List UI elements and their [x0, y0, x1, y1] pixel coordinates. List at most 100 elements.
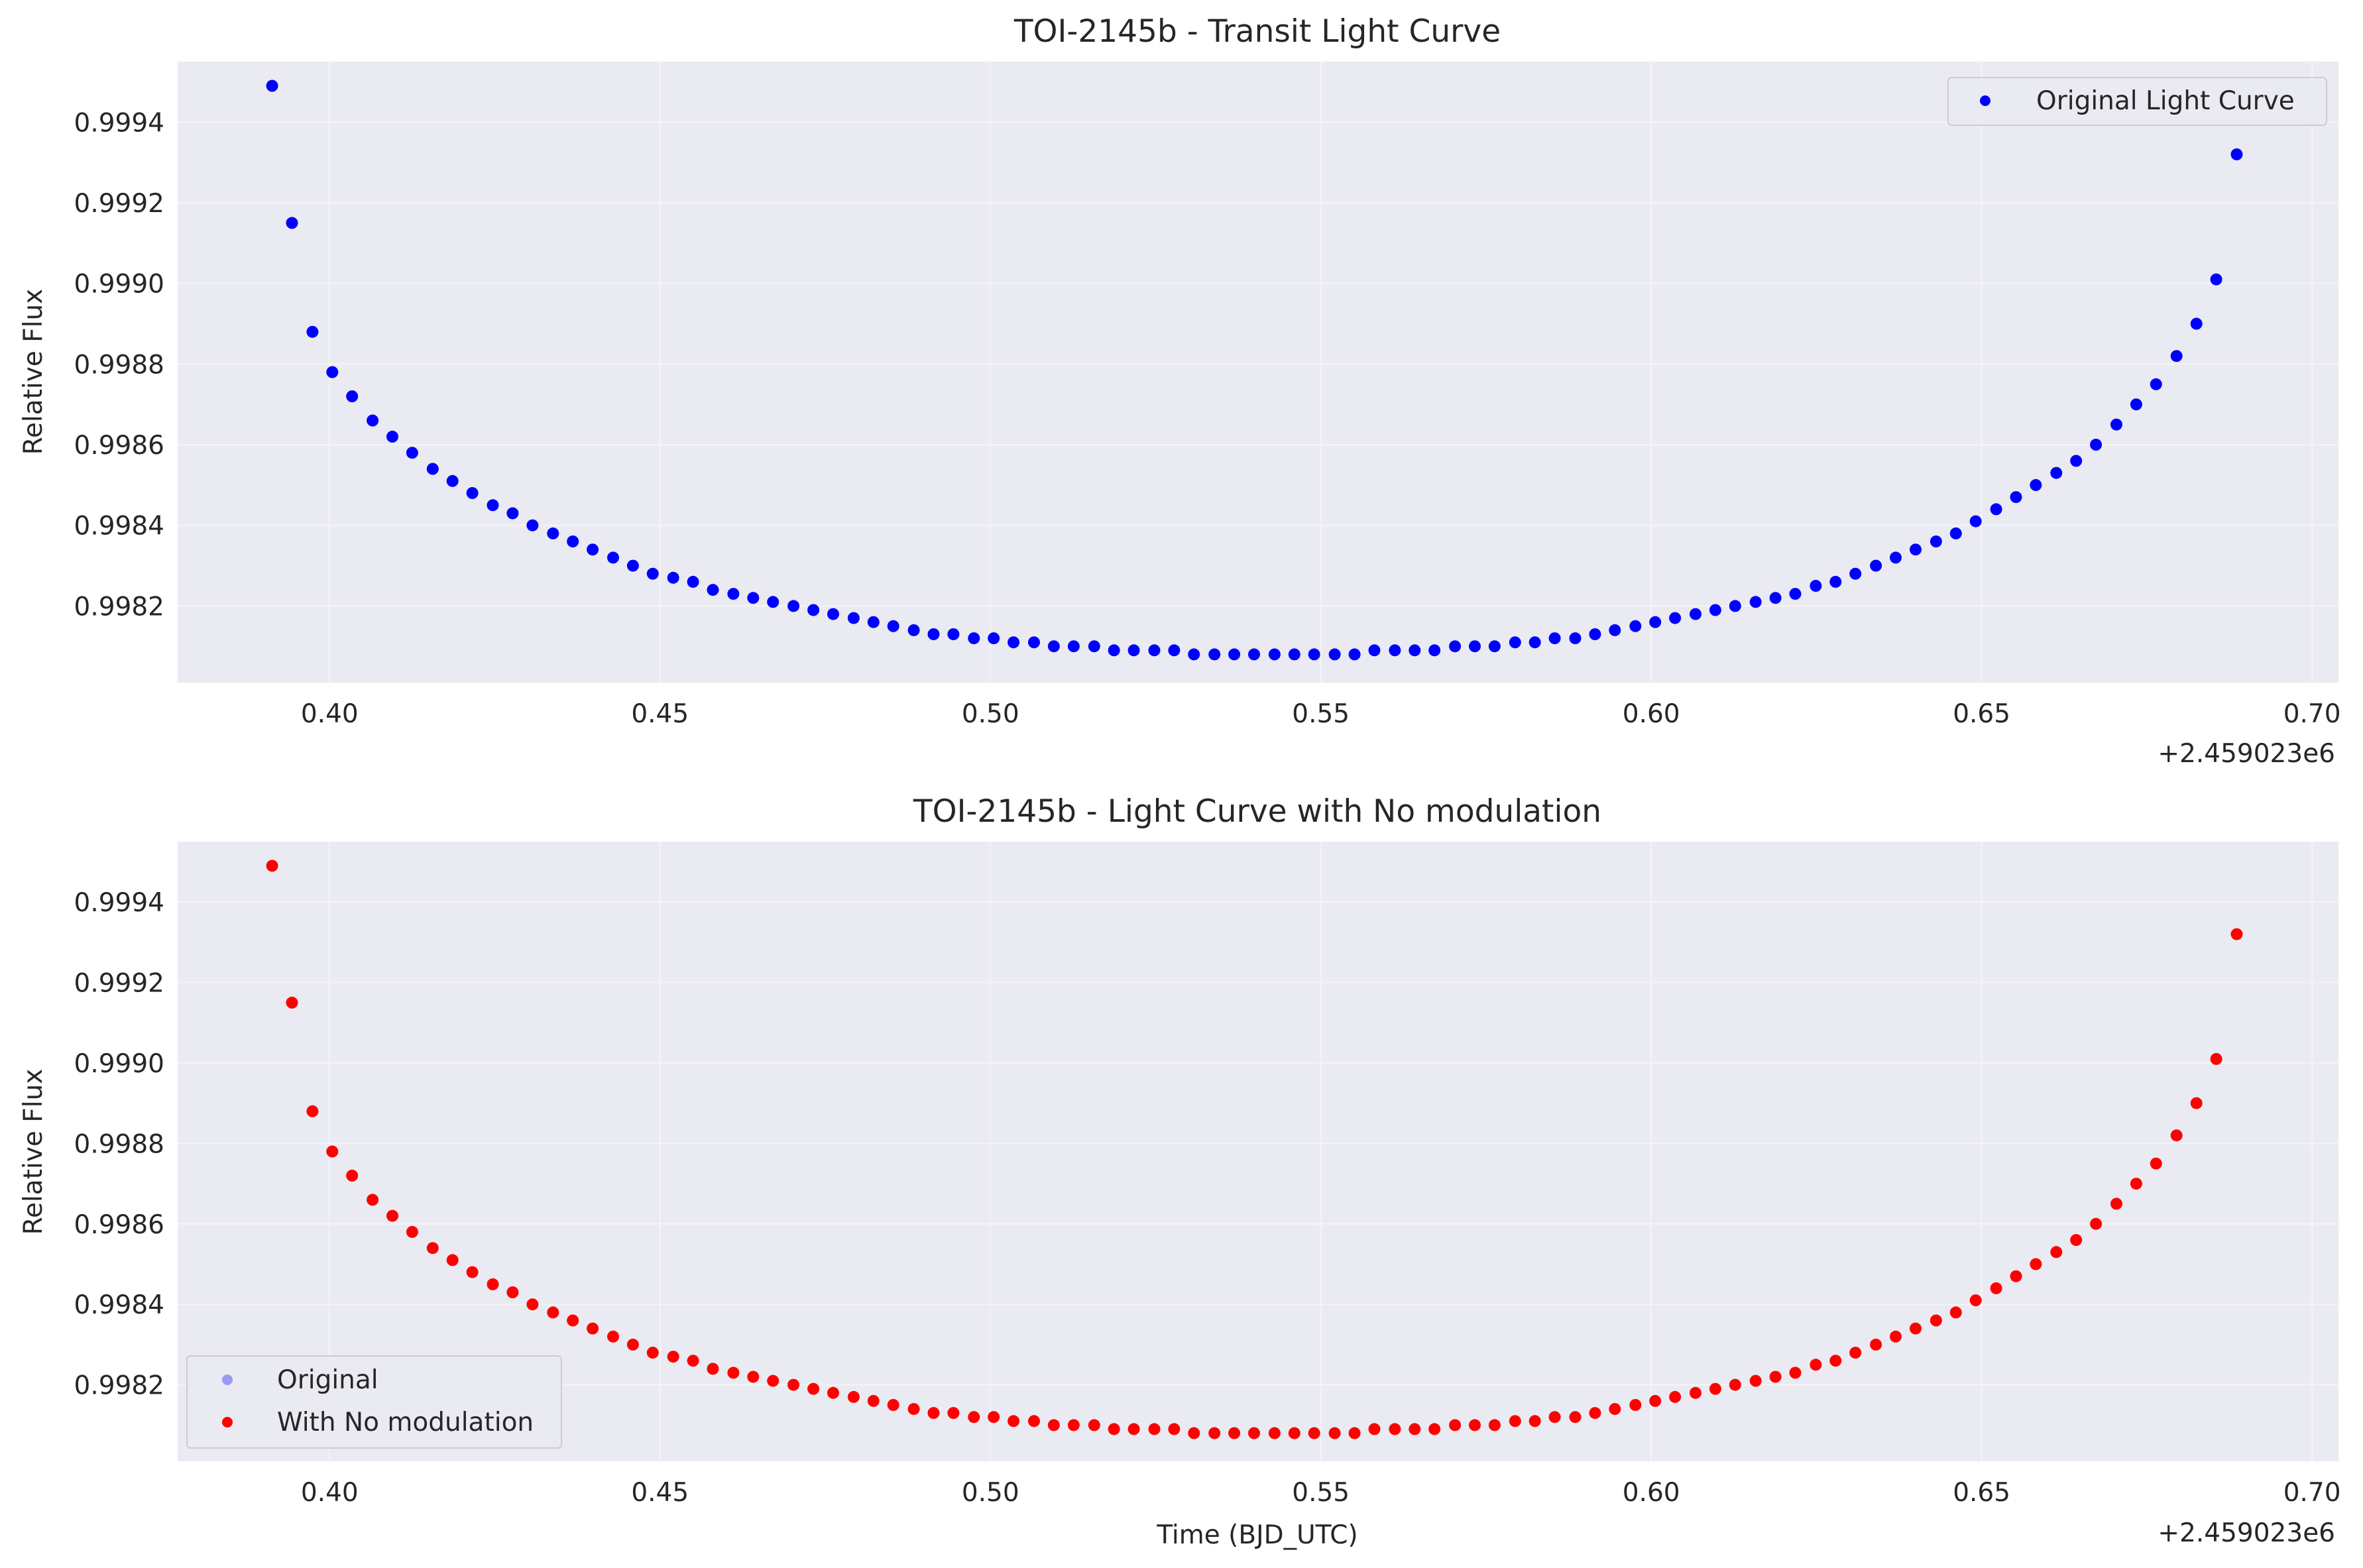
y-axis-label: Relative Flux	[19, 289, 48, 455]
data-point	[1709, 1382, 1721, 1395]
data-point	[1609, 624, 1621, 636]
data-point	[807, 1382, 820, 1395]
data-point	[506, 507, 519, 520]
data-point	[626, 559, 639, 572]
data-point	[767, 1374, 779, 1387]
data-point	[947, 1407, 960, 1420]
data-point	[1409, 1423, 1421, 1435]
data-point	[1088, 1419, 1100, 1431]
data-point	[1910, 543, 1922, 556]
data-point	[567, 535, 579, 547]
data-point	[807, 604, 820, 616]
data-point	[1288, 648, 1300, 661]
data-point	[1870, 559, 1882, 572]
data-point	[1328, 648, 1341, 661]
legend-marker-original-light-curve	[1980, 95, 1990, 106]
data-point	[2150, 378, 2162, 390]
y-tick-label: 0.9982	[74, 1371, 164, 1401]
data-point	[727, 588, 740, 600]
data-point	[487, 1278, 499, 1290]
data-point	[326, 1145, 339, 1158]
data-point	[1308, 1427, 1320, 1439]
data-point	[386, 1209, 398, 1222]
data-point	[1769, 1371, 1782, 1383]
data-point	[306, 325, 319, 338]
x-tick-label: 0.70	[2283, 699, 2341, 729]
data-point	[1148, 1423, 1161, 1435]
data-point	[506, 1286, 519, 1298]
y-tick-label: 0.9990	[74, 1049, 164, 1079]
y-tick-label: 0.9992	[74, 189, 164, 219]
data-point	[847, 612, 860, 624]
data-point	[1168, 644, 1181, 657]
data-point	[2030, 478, 2042, 491]
data-point	[646, 567, 659, 580]
data-point	[2150, 1157, 2162, 1170]
x-tick-label: 0.40	[301, 699, 359, 729]
data-point	[1208, 1427, 1221, 1439]
data-point	[1067, 1419, 1080, 1431]
data-point	[707, 584, 719, 596]
data-point	[1649, 616, 1662, 628]
data-point	[767, 596, 779, 608]
data-point	[446, 475, 459, 487]
data-point	[1047, 640, 1060, 653]
plot-area	[178, 62, 2338, 683]
data-point	[526, 1298, 539, 1311]
data-point	[346, 390, 359, 402]
data-point	[547, 527, 559, 539]
y-axis-label: Relative Flux	[19, 1069, 48, 1235]
gridlines	[178, 842, 2338, 1461]
data-point	[1769, 592, 1782, 604]
data-point	[1548, 632, 1561, 645]
data-point	[867, 1394, 880, 1407]
data-point	[1690, 1386, 1701, 1399]
legend-box	[1947, 77, 2327, 126]
legend-label-with-no-modulation: With No modulation	[277, 1408, 534, 1437]
data-point	[2110, 418, 2122, 431]
x-tick-label: 0.55	[1292, 1478, 1350, 1508]
legend-label-original-light-curve: Original Light Curve	[2036, 86, 2295, 116]
y-tick-label: 0.9984	[74, 512, 164, 541]
data-point	[727, 1367, 740, 1379]
y-tick-label: 0.9988	[74, 1129, 164, 1159]
data-point	[1810, 1359, 1822, 1371]
data-point	[306, 1105, 319, 1117]
data-point	[1389, 644, 1401, 657]
data-point	[1990, 1282, 2002, 1294]
data-point	[1749, 596, 1762, 608]
legend-marker-with-no-modulation	[222, 1417, 233, 1428]
data-point	[1569, 632, 1582, 645]
y-tick-label: 0.9986	[74, 431, 164, 461]
data-point	[2230, 928, 2243, 940]
data-point	[1028, 636, 1040, 649]
data-point	[1789, 588, 1802, 600]
data-point	[867, 616, 880, 628]
data-point	[968, 1411, 980, 1424]
data-point	[1629, 620, 1642, 632]
x-offset-label: +2.459023e6	[2158, 1518, 2335, 1548]
data-point	[1188, 1427, 1200, 1439]
data-point	[1829, 1355, 1842, 1367]
y-tick-labels: 0.9982 0.9984 0.9986 0.9988 0.9990 0.9992 0.99…	[74, 108, 164, 622]
y-tick-label: 0.9990	[74, 270, 164, 300]
x-tick-label: 0.65	[1953, 1478, 2010, 1508]
data-point	[426, 1242, 439, 1255]
data-point	[2110, 1198, 2122, 1210]
data-points	[266, 860, 2243, 1439]
data-point	[646, 1347, 659, 1359]
data-point	[1288, 1427, 1300, 1439]
data-point	[487, 499, 499, 512]
legend-label-original: Original	[277, 1365, 378, 1395]
data-point	[947, 628, 960, 640]
data-point	[1008, 636, 1020, 649]
data-point	[2190, 317, 2203, 330]
panel-title: TOI-2145b - Transit Light Curve	[1013, 13, 1501, 50]
data-point	[787, 1378, 800, 1391]
data-point	[1548, 1411, 1561, 1424]
data-point	[446, 1254, 459, 1266]
data-point	[1969, 1294, 1982, 1307]
data-point	[1669, 1390, 1682, 1403]
transit-light-curve-panel: TOI-2145b - Transit Light Curve 0.40 0.45…	[19, 13, 2341, 769]
